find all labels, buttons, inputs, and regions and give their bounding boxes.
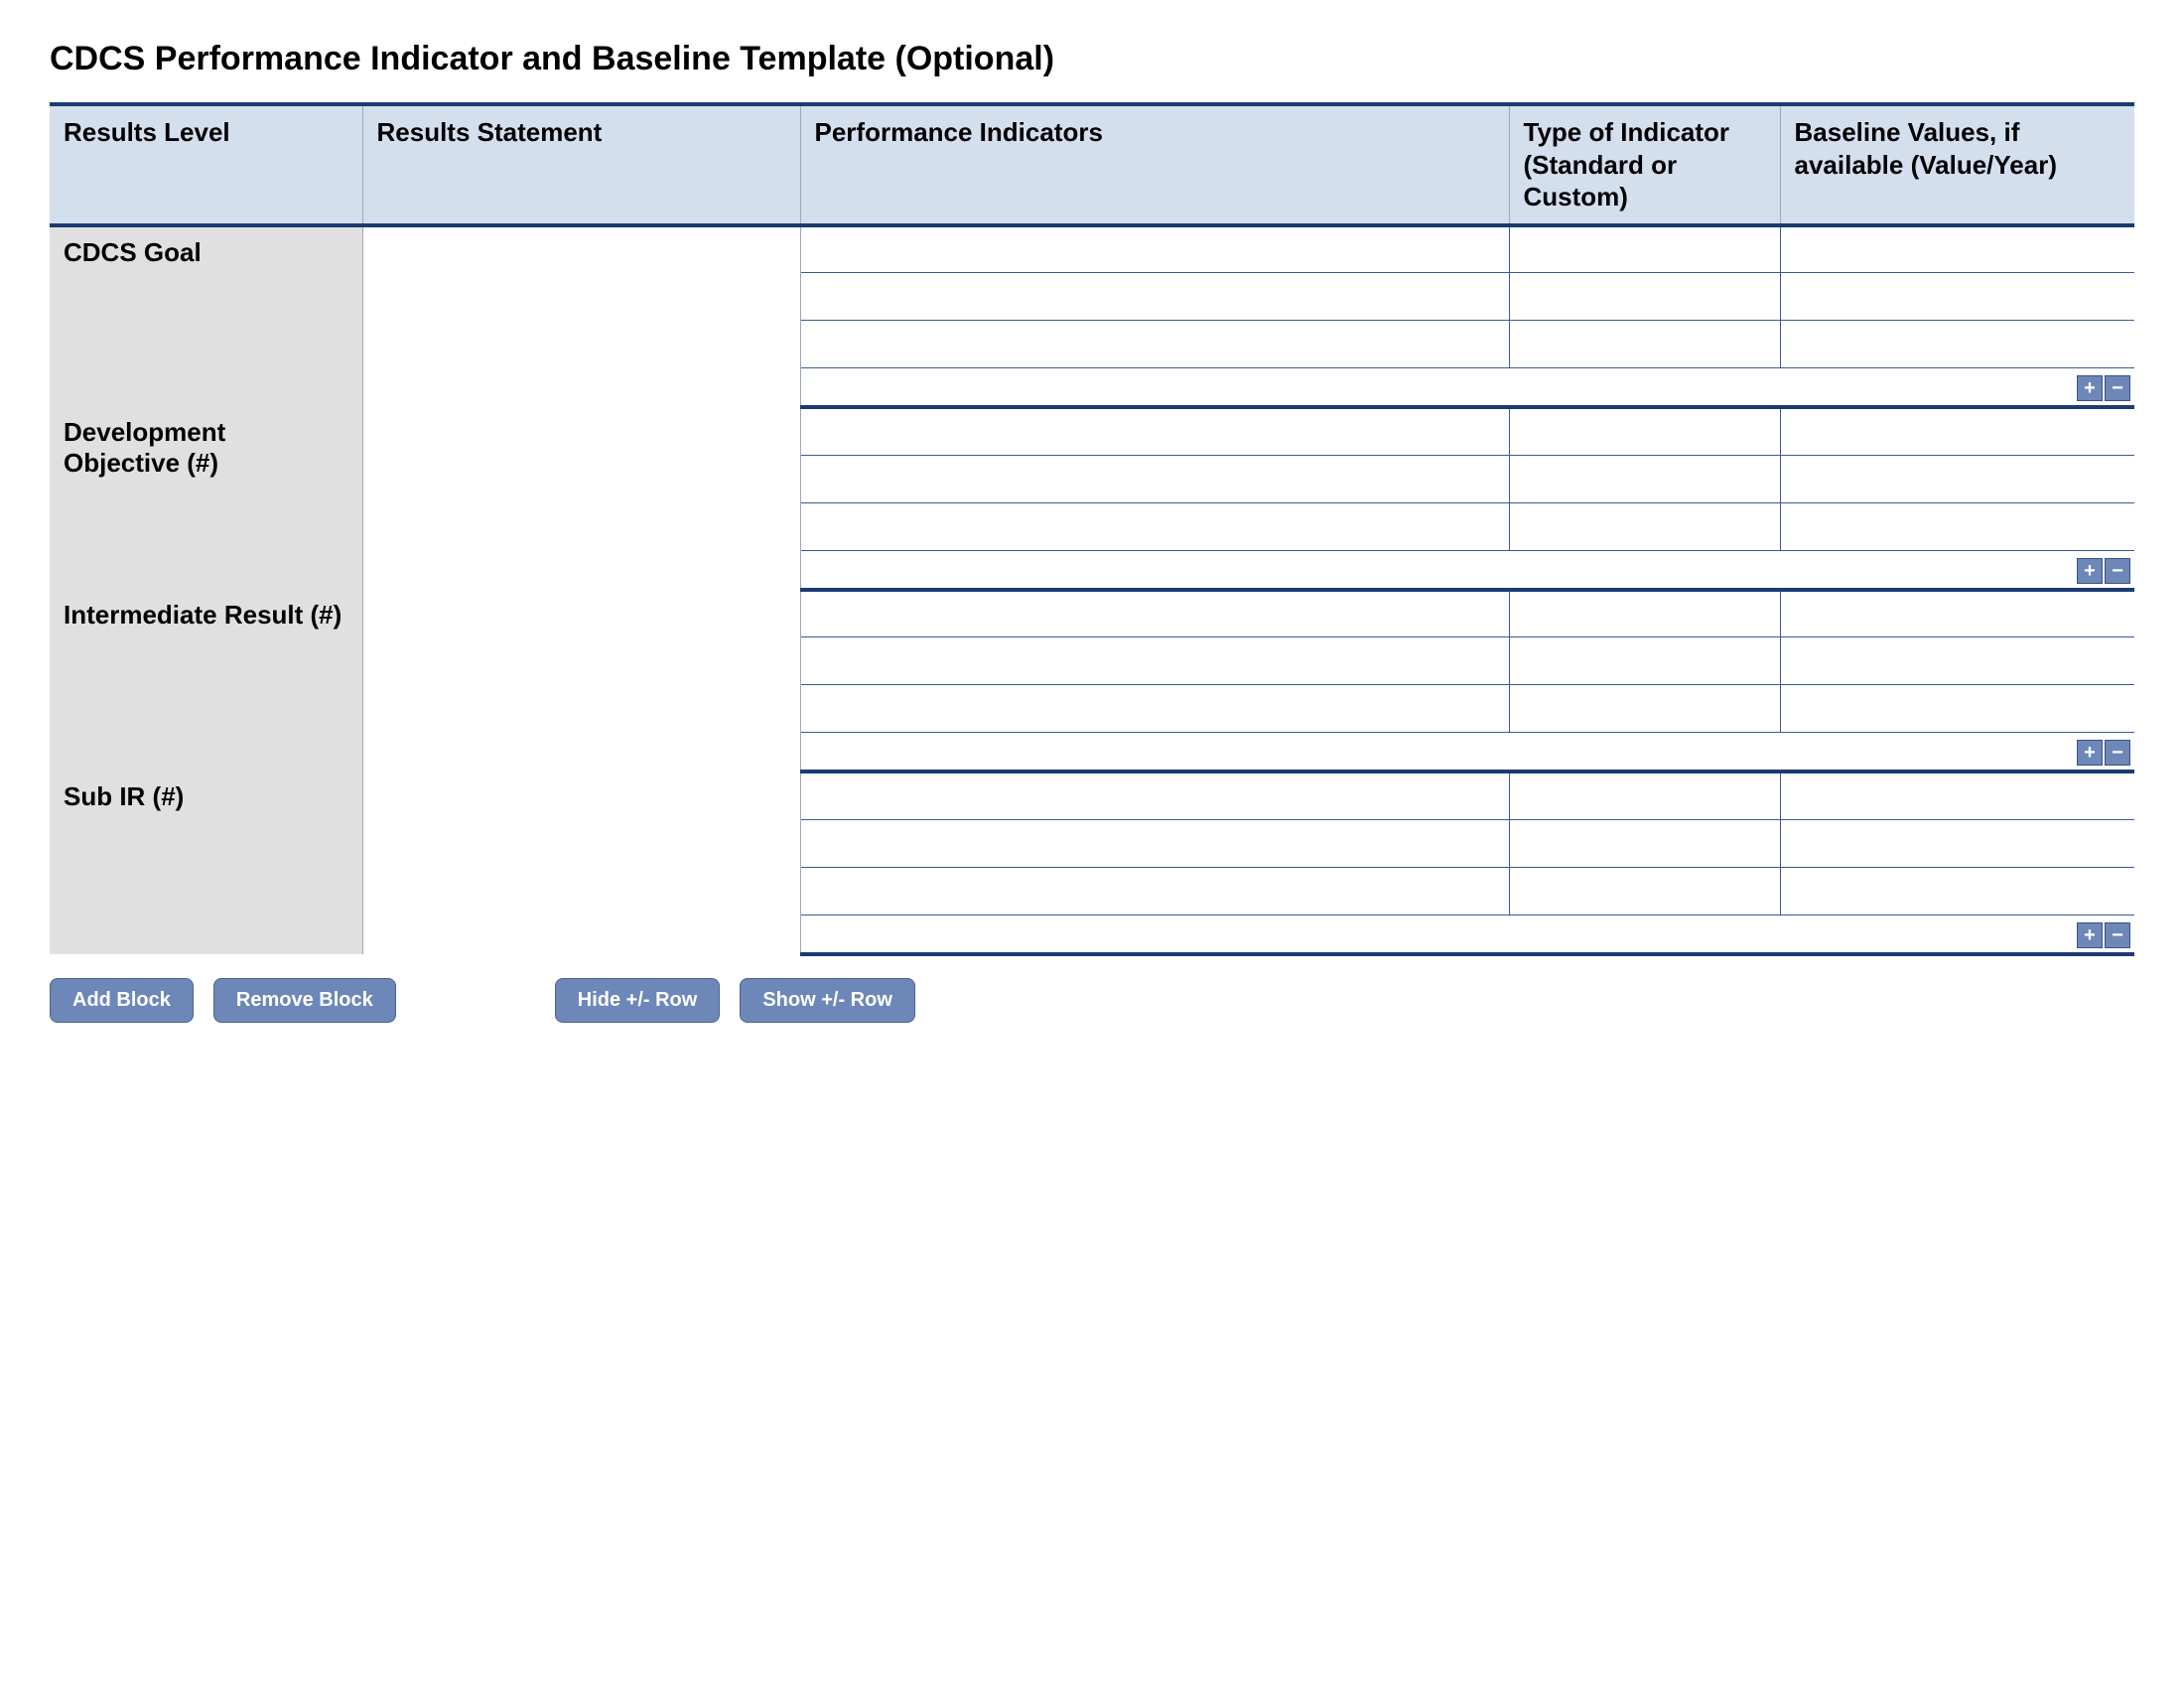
col-indicator-type: Type of Indicator (Standard or Custom)	[1509, 104, 1780, 225]
data-cell[interactable]	[800, 685, 1509, 733]
data-cell[interactable]	[1509, 772, 1780, 819]
hide-row-button[interactable]: Hide +/- Row	[555, 978, 721, 1023]
table-row: CDCS Goal	[50, 225, 2134, 273]
control-cell: +−	[800, 550, 2134, 590]
data-cell[interactable]	[1509, 321, 1780, 368]
statement-cell[interactable]	[362, 590, 800, 773]
statement-cell[interactable]	[362, 772, 800, 954]
show-row-button[interactable]: Show +/- Row	[740, 978, 915, 1023]
remove-block-button[interactable]: Remove Block	[213, 978, 396, 1023]
remove-row-button[interactable]: −	[2105, 558, 2130, 584]
col-baseline-values: Baseline Values, if available (Value/Yea…	[1780, 104, 2134, 225]
table-header-row: Results Level Results Statement Performa…	[50, 104, 2134, 225]
data-cell[interactable]	[800, 772, 1509, 819]
data-cell[interactable]	[1780, 867, 2134, 914]
add-row-button[interactable]: +	[2077, 740, 2103, 766]
data-cell[interactable]	[800, 502, 1509, 550]
data-cell[interactable]	[1509, 685, 1780, 733]
data-cell[interactable]	[800, 867, 1509, 914]
data-cell[interactable]	[1509, 273, 1780, 321]
data-cell[interactable]	[1780, 407, 2134, 455]
data-cell[interactable]	[1780, 225, 2134, 273]
data-cell[interactable]	[800, 407, 1509, 455]
data-cell[interactable]	[800, 225, 1509, 273]
data-cell[interactable]	[1780, 637, 2134, 685]
data-cell[interactable]	[1509, 637, 1780, 685]
col-results-statement: Results Statement	[362, 104, 800, 225]
table-row: Development Objective (#)	[50, 407, 2134, 455]
level-cell: Sub IR (#)	[50, 772, 362, 954]
data-cell[interactable]	[1780, 321, 2134, 368]
data-cell[interactable]	[800, 321, 1509, 368]
data-cell[interactable]	[800, 273, 1509, 321]
level-cell: Intermediate Result (#)	[50, 590, 362, 773]
data-cell[interactable]	[1509, 455, 1780, 502]
col-performance-ind: Performance Indicators	[800, 104, 1509, 225]
data-cell[interactable]	[1509, 590, 1780, 637]
data-cell[interactable]	[800, 590, 1509, 637]
add-row-button[interactable]: +	[2077, 375, 2103, 401]
control-cell: +−	[800, 733, 2134, 773]
level-cell: CDCS Goal	[50, 225, 362, 408]
data-cell[interactable]	[800, 637, 1509, 685]
table-row: Sub IR (#)	[50, 772, 2134, 819]
data-cell[interactable]	[1780, 772, 2134, 819]
data-cell[interactable]	[800, 819, 1509, 867]
control-cell: +−	[800, 914, 2134, 954]
remove-row-button[interactable]: −	[2105, 375, 2130, 401]
level-cell: Development Objective (#)	[50, 407, 362, 590]
data-cell[interactable]	[1509, 407, 1780, 455]
remove-row-button[interactable]: −	[2105, 922, 2130, 948]
data-cell[interactable]	[1509, 225, 1780, 273]
indicator-table: Results Level Results Statement Performa…	[50, 102, 2134, 956]
data-cell[interactable]	[800, 455, 1509, 502]
add-row-button[interactable]: +	[2077, 558, 2103, 584]
statement-cell[interactable]	[362, 225, 800, 408]
statement-cell[interactable]	[362, 407, 800, 590]
add-row-button[interactable]: +	[2077, 922, 2103, 948]
data-cell[interactable]	[1509, 867, 1780, 914]
data-cell[interactable]	[1780, 273, 2134, 321]
page-title: CDCS Performance Indicator and Baseline …	[50, 40, 2134, 78]
data-cell[interactable]	[1509, 502, 1780, 550]
data-cell[interactable]	[1780, 590, 2134, 637]
data-cell[interactable]	[1780, 685, 2134, 733]
data-cell[interactable]	[1509, 819, 1780, 867]
data-cell[interactable]	[1780, 819, 2134, 867]
col-results-level: Results Level	[50, 104, 362, 225]
add-block-button[interactable]: Add Block	[50, 978, 194, 1023]
footer-buttons: Add Block Remove Block Hide +/- Row Show…	[50, 978, 2134, 1023]
table-row: Intermediate Result (#)	[50, 590, 2134, 637]
control-cell: +−	[800, 368, 2134, 408]
data-cell[interactable]	[1780, 455, 2134, 502]
remove-row-button[interactable]: −	[2105, 740, 2130, 766]
data-cell[interactable]	[1780, 502, 2134, 550]
